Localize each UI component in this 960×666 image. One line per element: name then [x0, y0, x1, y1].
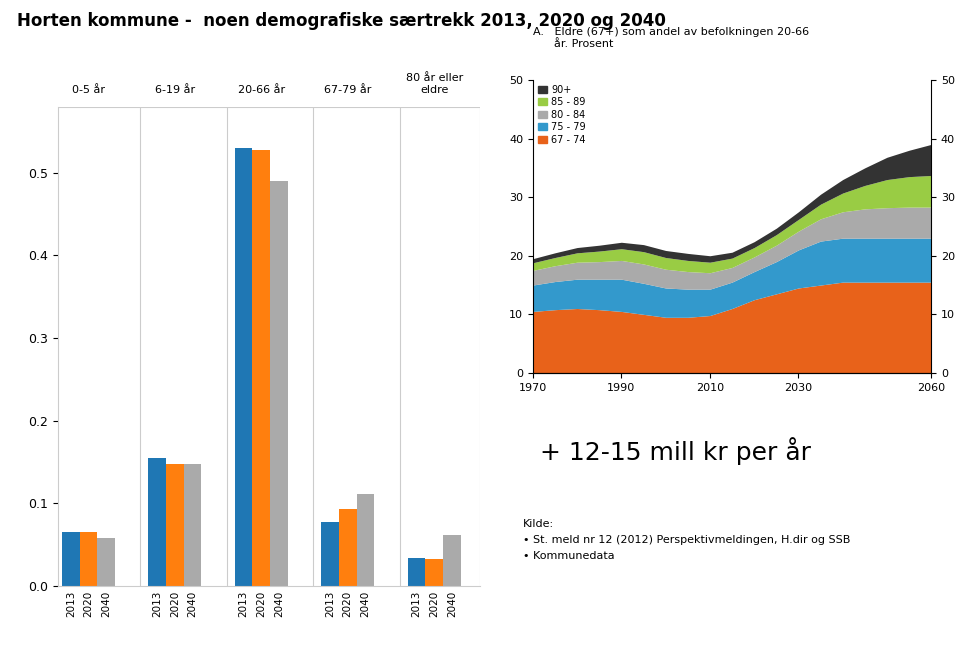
Bar — [252, 151, 270, 586]
Text: + 12-15 mill kr per år: + 12-15 mill kr per år — [540, 438, 811, 465]
Text: 6-19 år: 6-19 år — [155, 85, 195, 95]
Bar — [62, 532, 80, 586]
Bar — [322, 522, 339, 586]
Bar — [443, 535, 461, 586]
Text: 67-79 år: 67-79 år — [324, 85, 372, 95]
Bar — [356, 494, 374, 586]
Text: Kilde:
• St. meld nr 12 (2012) Perspektivmeldingen, H.dir og SSB
• Kommunedata: Kilde: • St. meld nr 12 (2012) Perspekti… — [523, 519, 851, 561]
Bar — [339, 509, 356, 586]
Bar — [97, 538, 115, 586]
Bar — [149, 458, 166, 586]
Bar — [425, 559, 443, 586]
Bar — [408, 558, 425, 586]
Bar — [270, 181, 288, 586]
Bar — [166, 464, 183, 586]
Bar — [235, 148, 252, 586]
Bar — [80, 532, 97, 586]
Legend: 90+, 85 - 89, 80 - 84, 75 - 79, 67 - 74: 90+, 85 - 89, 80 - 84, 75 - 79, 67 - 74 — [538, 85, 586, 145]
Text: 20-66 år: 20-66 år — [238, 85, 285, 95]
Text: Horten kommune -  noen demografiske særtrekk 2013, 2020 og 2040: Horten kommune - noen demografiske særtr… — [17, 11, 666, 30]
Text: A.   Eldre (67+) som andel av befolkningen 20-66
      år. Prosent: A. Eldre (67+) som andel av befolkningen… — [533, 27, 809, 49]
Text: 80 år eller
eldre: 80 år eller eldre — [405, 73, 463, 95]
Text: 0-5 år: 0-5 år — [72, 85, 105, 95]
Bar — [183, 464, 202, 586]
